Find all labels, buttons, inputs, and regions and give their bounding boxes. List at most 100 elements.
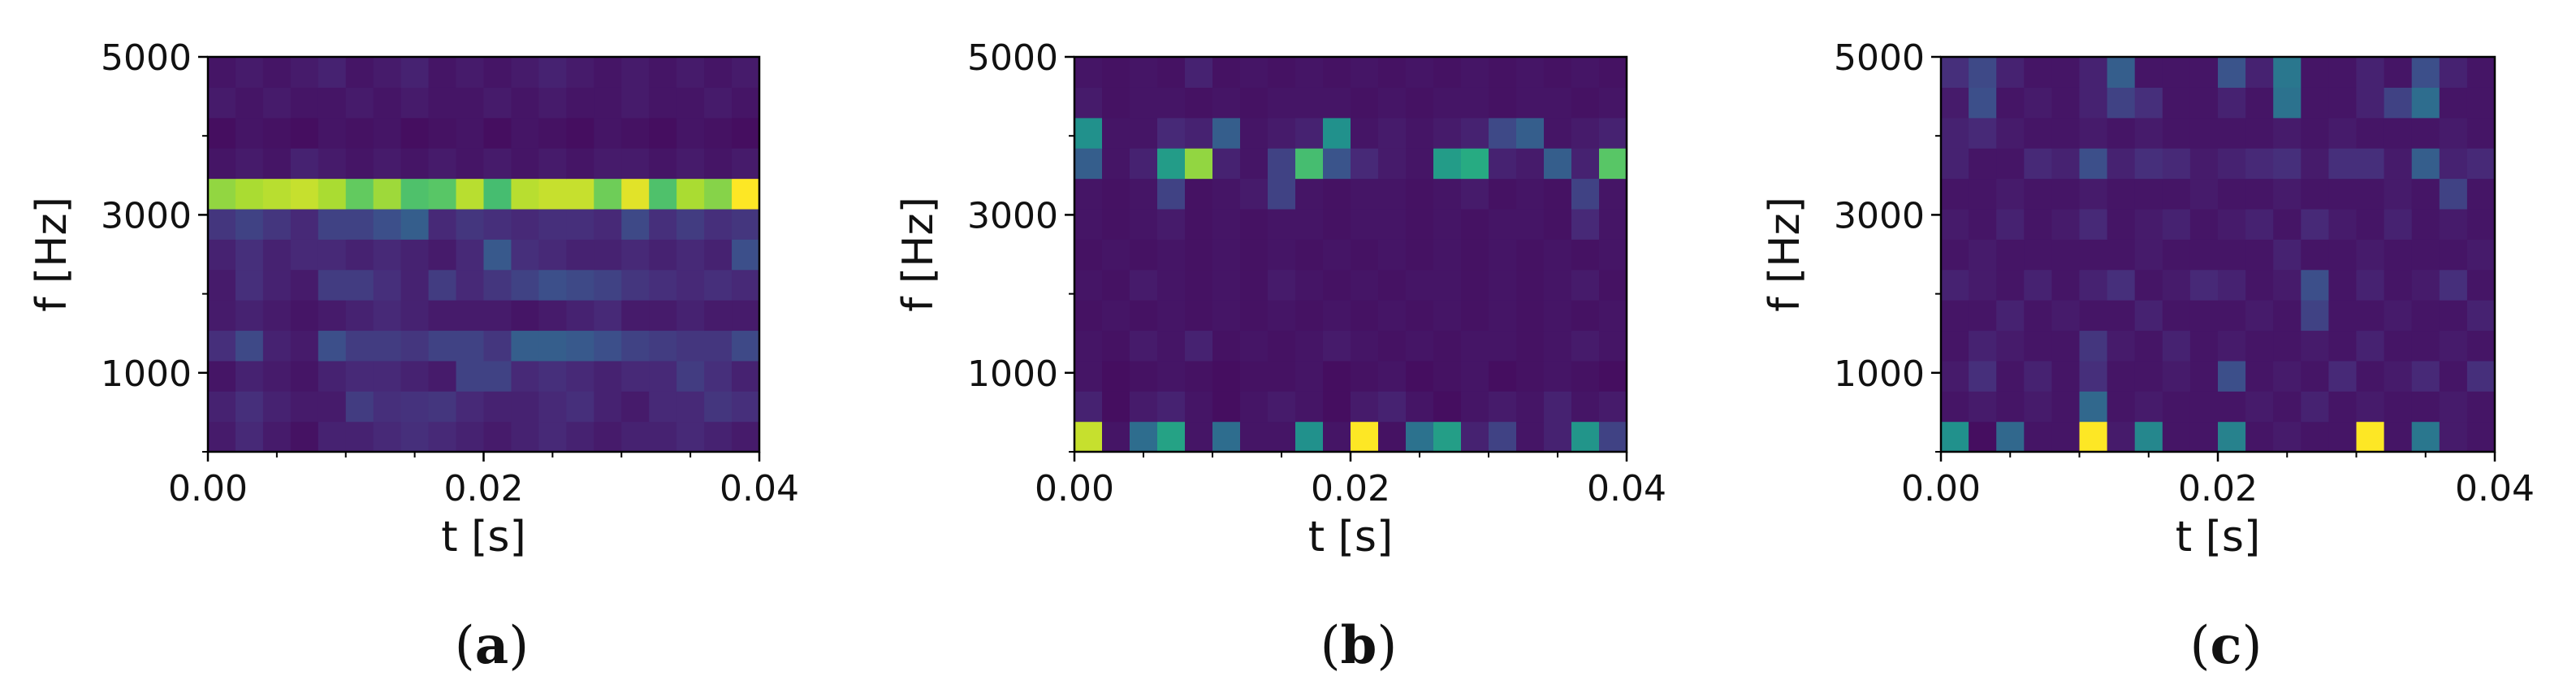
heatmap-cell xyxy=(2189,421,2219,453)
heatmap-cell xyxy=(2328,148,2358,180)
heatmap-cell xyxy=(704,178,733,210)
heatmap-cell xyxy=(235,330,264,362)
heatmap-cell xyxy=(2134,360,2163,392)
heatmap-cell xyxy=(345,57,374,88)
y-tick-label: 3000 xyxy=(101,195,192,236)
x-tick-label: 0.04 xyxy=(1587,468,1666,509)
heatmap-cell xyxy=(1323,57,1351,88)
heatmap-cell xyxy=(483,360,512,392)
heatmap-cell xyxy=(2051,117,2081,149)
heatmap-cell xyxy=(1969,360,1997,392)
heatmap-cell xyxy=(2439,269,2468,301)
heatmap-cell xyxy=(1212,421,1241,453)
heatmap-cell xyxy=(290,239,319,271)
heatmap-cell xyxy=(345,391,374,423)
heatmap-cell xyxy=(318,208,347,240)
heatmap-cell xyxy=(566,360,594,392)
heatmap-cell xyxy=(2107,87,2136,119)
heatmap-cell xyxy=(2134,117,2163,149)
heatmap-cell xyxy=(1130,330,1158,362)
heatmap-cell xyxy=(235,360,264,392)
heatmap-cell xyxy=(2245,421,2274,453)
heatmap-cell xyxy=(1461,330,1489,362)
heatmap-cell xyxy=(2273,330,2302,362)
heatmap-cell xyxy=(1130,239,1158,271)
heatmap-cell xyxy=(2134,330,2163,362)
heatmap-cell xyxy=(704,148,733,180)
heatmap-cell xyxy=(373,87,402,119)
heatmap-cell xyxy=(1323,87,1351,119)
heatmap-cell xyxy=(704,360,733,392)
heatmap-cell xyxy=(1295,178,1324,210)
heatmap-cell xyxy=(1433,360,1462,392)
heatmap-cell xyxy=(732,87,760,119)
heatmap-cell xyxy=(2218,57,2246,88)
heatmap-cell xyxy=(2384,330,2413,362)
x-tick-label: 0.00 xyxy=(168,468,248,509)
heatmap-cell xyxy=(594,330,622,362)
heatmap-cell xyxy=(2134,421,2163,453)
heatmap-cell xyxy=(1571,117,1600,149)
heatmap-cell xyxy=(428,360,457,392)
heatmap-cell xyxy=(1130,421,1158,453)
heatmap-cell xyxy=(1351,300,1379,332)
heatmap-cell xyxy=(538,421,567,453)
heatmap-cell xyxy=(1130,87,1158,119)
heatmap-cell xyxy=(2273,391,2302,423)
heatmap-cell xyxy=(318,57,347,88)
heatmap-cell xyxy=(2079,269,2108,301)
heatmap-cell xyxy=(1268,391,1296,423)
heatmap-cell xyxy=(621,87,650,119)
heatmap-cell xyxy=(2384,391,2413,423)
heatmap-cell xyxy=(208,391,236,423)
heatmap-cell xyxy=(1996,117,2025,149)
heatmap-cell xyxy=(1571,391,1600,423)
heatmap-cell xyxy=(1157,391,1186,423)
heatmap-cell xyxy=(2411,148,2440,180)
heatmap-cell xyxy=(2439,117,2468,149)
heatmap-cell xyxy=(1406,87,1434,119)
heatmap-cell xyxy=(1571,239,1600,271)
heatmap-cell xyxy=(235,117,264,149)
heatmap-cell xyxy=(2189,360,2219,392)
heatmap-cell xyxy=(456,87,485,119)
heatmap-cell xyxy=(1516,239,1545,271)
heatmap-cell xyxy=(235,148,264,180)
heatmap-cell xyxy=(538,300,567,332)
heatmap-cell xyxy=(318,300,347,332)
heatmap-cell xyxy=(1544,269,1572,301)
heatmap-cell xyxy=(235,300,264,332)
heatmap-cell xyxy=(2384,300,2413,332)
heatmap-cell xyxy=(262,269,292,301)
heatmap-cell xyxy=(2466,208,2496,240)
heatmap-cell xyxy=(566,239,594,271)
heatmap-cell xyxy=(511,208,539,240)
heatmap-cell xyxy=(1102,269,1130,301)
heatmap-cell xyxy=(566,87,594,119)
heatmap-cell xyxy=(676,117,705,149)
heatmap-cell xyxy=(1157,87,1186,119)
heatmap-cell xyxy=(1571,330,1600,362)
heatmap-cell xyxy=(2356,117,2385,149)
heatmap-cell xyxy=(566,269,594,301)
heatmap-cell xyxy=(704,239,733,271)
heatmap-cell xyxy=(1074,421,1103,453)
heatmap-cell xyxy=(2107,360,2136,392)
heatmap-cell xyxy=(1157,239,1186,271)
heatmap-cell xyxy=(1240,208,1269,240)
heatmap-cell xyxy=(2134,208,2163,240)
heatmap-cell xyxy=(1212,239,1241,271)
heatmap-cell xyxy=(1323,421,1351,453)
heatmap-cell xyxy=(1461,269,1489,301)
heatmap-cell xyxy=(2466,330,2496,362)
heatmap-cell xyxy=(2273,87,2302,119)
heatmap-cell xyxy=(2134,87,2163,119)
heatmap-cell xyxy=(1489,360,1517,392)
heatmap-cell xyxy=(1571,178,1600,210)
heatmap-cell xyxy=(1489,300,1517,332)
heatmap-cell xyxy=(649,87,677,119)
heatmap-cell xyxy=(1378,117,1407,149)
heatmap-cell xyxy=(373,208,402,240)
heatmap-cell xyxy=(704,330,733,362)
heatmap-cell xyxy=(2107,178,2136,210)
